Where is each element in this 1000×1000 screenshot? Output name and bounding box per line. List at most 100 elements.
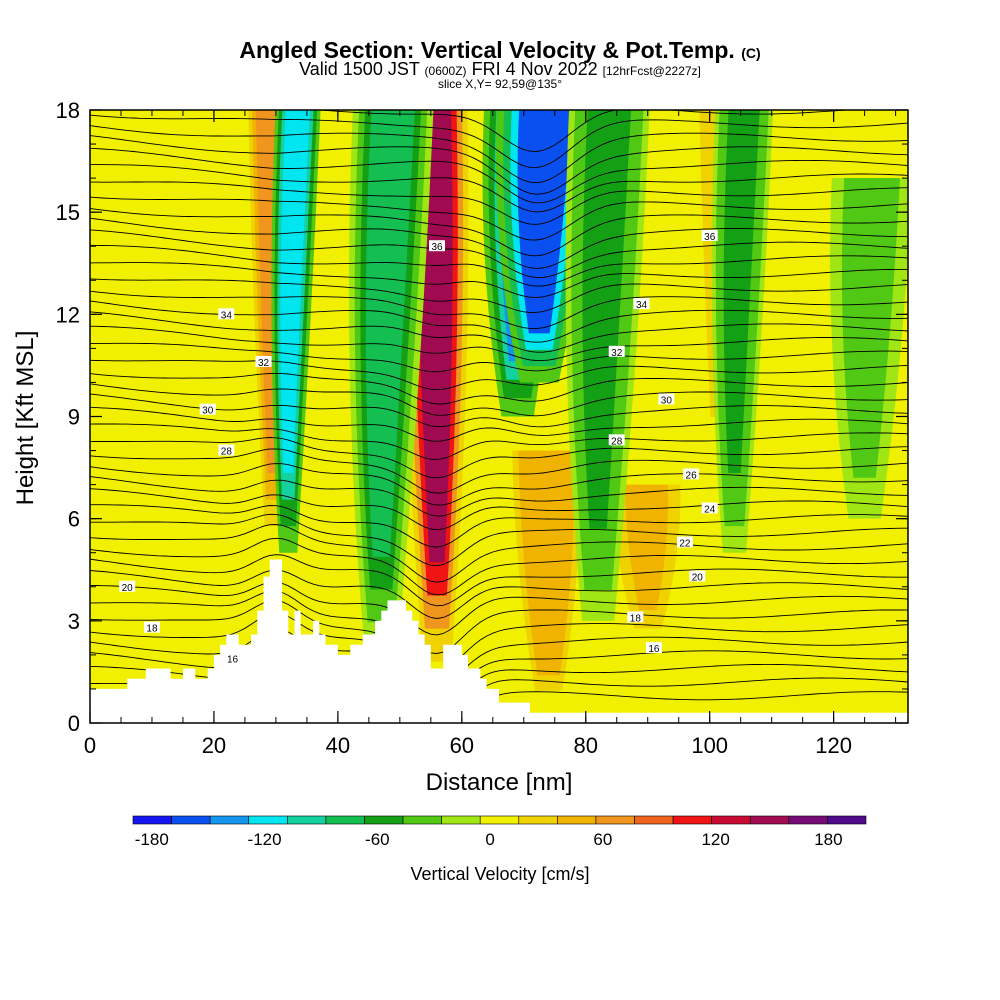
theta-label-0-1: 16 — [645, 642, 662, 655]
colorbar-swatch-3 — [248, 815, 288, 825]
theta-line-30 — [90, 278, 908, 313]
y-axis-label: Height [Kft MSL] — [12, 331, 39, 506]
theta-label-8-0: 32 — [255, 356, 272, 369]
colorbar-tick-label-4: 60 — [593, 830, 612, 849]
colorbar-swatch-6 — [364, 815, 404, 825]
theta-line-19 — [90, 423, 908, 460]
x-tick-label-2: 40 — [326, 733, 350, 758]
y-tick-label-1: 3 — [68, 609, 80, 634]
colorbar-swatch-15 — [711, 815, 751, 825]
chart-title-units: (C) — [741, 45, 761, 61]
theta-line-21 — [90, 393, 908, 428]
colorbar-swatch-8 — [441, 815, 481, 825]
theta-label-bg — [255, 356, 272, 368]
theta-label-text: 36 — [704, 232, 716, 243]
colorbar-swatch-2 — [209, 815, 250, 825]
theta-label-10-0: 36 — [429, 240, 446, 253]
theta-line-24 — [90, 359, 908, 391]
theta-label-text: 36 — [431, 242, 443, 253]
theta-line-14 — [90, 488, 908, 531]
valid-date: FRI 4 Nov 2022 — [471, 59, 598, 79]
colorbar-tick-label-0: -180 — [135, 830, 169, 849]
colorbar-label: Vertical Velocity [cm/s] — [410, 864, 589, 884]
downdraft-column-0-ring-3 — [280, 110, 311, 474]
colorbar-tick-label-6: 180 — [814, 830, 842, 849]
theta-label-9-0: 34 — [218, 308, 235, 321]
theta-line-27 — [90, 311, 908, 353]
theta-line-15 — [90, 476, 908, 517]
terrain — [90, 559, 908, 723]
theta-label-bg — [683, 468, 700, 480]
theta-label-text: 26 — [686, 470, 698, 481]
colorbar-swatch-14 — [672, 815, 712, 825]
theta-line-39 — [90, 147, 908, 204]
theta-label-text: 34 — [221, 310, 233, 321]
x-tick-label-3: 60 — [450, 733, 474, 758]
theta-label-text: 30 — [661, 395, 673, 406]
x-tick-label-5: 100 — [691, 733, 728, 758]
theta-label-bg — [119, 580, 136, 592]
theta-line-16 — [90, 463, 908, 506]
valid-zulu: (0600Z) — [424, 64, 467, 78]
colorbar: -180 -120 -60 0 60 120 180 — [132, 815, 867, 849]
theta-label-6-1: 28 — [608, 434, 625, 447]
theta-label-bg — [633, 298, 650, 310]
theta-label-text: 22 — [679, 539, 691, 550]
valid-prefix: Valid 1500 JST — [299, 59, 420, 79]
theta-label-3-0: 22 — [676, 536, 693, 550]
downdraft-column-3-ring-3 — [517, 110, 572, 334]
theta-line-8 — [90, 569, 908, 619]
y-tick-label-4: 12 — [56, 302, 80, 327]
y-tick-label-5: 15 — [56, 200, 80, 225]
theta-label-bg — [218, 444, 235, 456]
theta-label-text: 32 — [611, 348, 623, 359]
theta-label-bg — [676, 536, 693, 548]
colorbar-swatch-12 — [595, 815, 635, 825]
theta-label-bg — [645, 642, 662, 654]
theta-label-text: 30 — [202, 406, 214, 417]
updraft-column-3-ring-3 — [524, 450, 569, 660]
y-tick-label-6: 18 — [56, 98, 80, 123]
theta-label-bg — [224, 652, 241, 664]
chart-title: Angled Section: Vertical Velocity & Pot.… — [0, 37, 1000, 64]
theta-label-bg — [143, 621, 160, 633]
theta-label-2-0: 20 — [119, 580, 136, 594]
theta-label-2-1: 20 — [689, 570, 706, 584]
theta-line-36 — [90, 196, 908, 241]
theta-label-bg — [658, 393, 675, 405]
theta-line-37 — [90, 181, 908, 225]
theta-line-6 — [90, 590, 908, 654]
x-tick-label-6: 120 — [815, 733, 852, 758]
theta-label-1-0: 18 — [143, 621, 160, 635]
theta-label-text: 16 — [648, 644, 660, 655]
downdraft-column-1-ring-3 — [365, 110, 415, 557]
theta-label-bg — [627, 611, 644, 623]
colorbar-swatch-16 — [749, 815, 790, 825]
theta-line-7 — [90, 581, 908, 636]
theta-label-text: 20 — [122, 583, 134, 594]
chart-subtitle-valid: Valid 1500 JST (0600Z) FRI 4 Nov 2022 [1… — [0, 59, 1000, 80]
theta-label-text: 28 — [611, 436, 623, 447]
theta-label-7-0: 30 — [199, 403, 216, 417]
colorbar-swatch-4 — [287, 815, 327, 825]
theta-line-41 — [90, 125, 908, 184]
colorbar-tick-label-5: 120 — [701, 830, 729, 849]
theta-label-7-1: 30 — [658, 393, 675, 406]
colorbar-tick-label-3: 0 — [485, 830, 494, 849]
terrain-shape — [90, 559, 908, 723]
x-tick-label-1: 20 — [202, 733, 226, 758]
theta-label-0-0: 16 — [224, 652, 241, 665]
theta-label-text: 18 — [630, 613, 642, 624]
y-tick-label-0: 0 — [68, 711, 80, 736]
theta-line-38 — [90, 164, 908, 213]
colorbar-tick-label-1: -120 — [248, 830, 282, 849]
theta-line-29 — [90, 290, 908, 330]
theta-label-bg — [701, 230, 718, 242]
theta-label-text: 34 — [636, 300, 648, 311]
chart-title-main: Angled Section: Vertical Velocity & Pot.… — [239, 37, 735, 63]
theta-label-text: 16 — [227, 654, 239, 665]
colorbar-swatch-13 — [634, 815, 674, 825]
colorbar-swatch-11 — [557, 815, 597, 825]
colorbar-swatch-9 — [479, 815, 520, 825]
